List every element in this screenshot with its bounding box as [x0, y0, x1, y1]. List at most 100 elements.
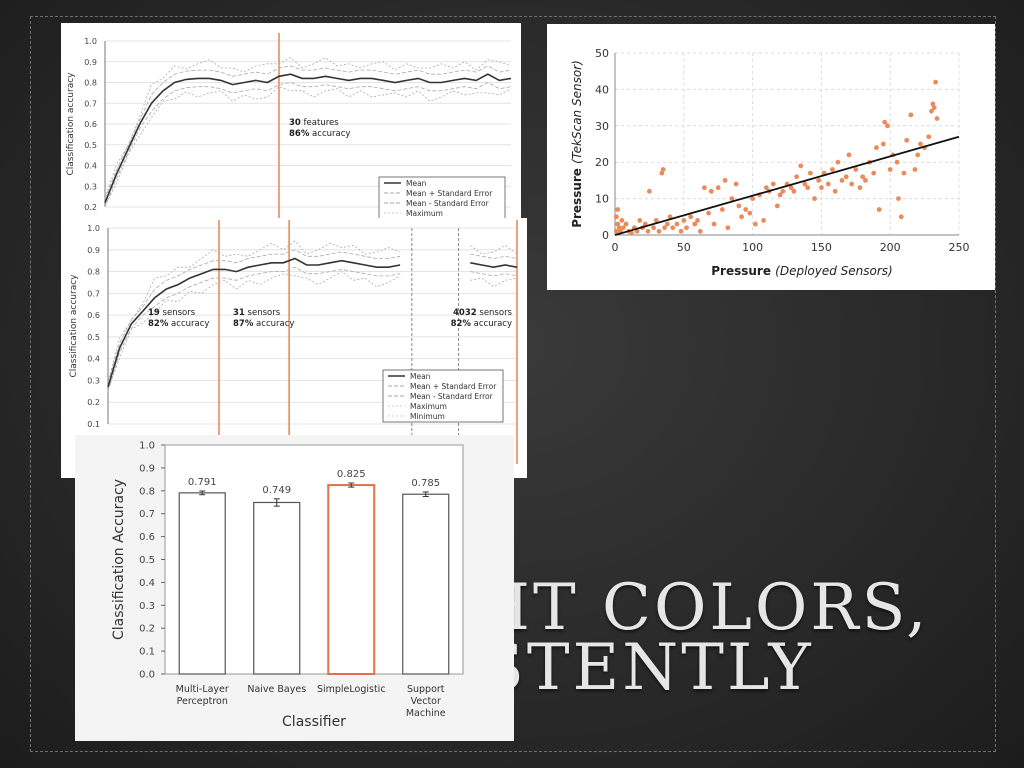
band-line	[104, 82, 512, 208]
data-point	[798, 163, 804, 169]
y-axis-label: Pressure (TekScan Sensor)	[570, 60, 584, 228]
legend-label: Minimum	[410, 412, 445, 421]
data-point	[805, 185, 811, 191]
data-point	[739, 214, 744, 220]
category-label: Multi-Layer	[176, 684, 229, 695]
bar	[253, 501, 301, 675]
annotation-line-1: 31 sensors	[233, 308, 281, 318]
annotation-word: sensors	[160, 308, 196, 318]
pressure-scatter-panel: 0 10 20 30 40 50 0 50 100 150 200 250 Pressure (Depl…	[547, 24, 995, 290]
data-point	[846, 152, 852, 158]
legend-label: Maximum	[406, 209, 443, 218]
data-point	[743, 207, 749, 212]
classifier-accuracy-chart: 1.0 0.9 0.8 0.7 0.6 0.5 0.4 0.3 0.2 0.1 0.0 0.791 Mu…	[111, 441, 464, 730]
data-point	[660, 167, 666, 172]
y-tick-label: 0.4	[87, 355, 100, 364]
y-tick-label: 0.6	[87, 311, 100, 320]
legend-label: Mean - Standard Error	[410, 392, 494, 401]
data-point	[788, 185, 794, 191]
y-tick-label: 20	[595, 156, 609, 169]
data-point	[736, 203, 742, 209]
band-line	[107, 240, 518, 382]
data-label: 0.785	[411, 478, 440, 489]
data-point	[725, 225, 731, 231]
data-point	[659, 170, 665, 176]
data-point	[825, 181, 831, 187]
annotation-line-2: 86% accuracy	[289, 129, 350, 139]
data-point	[912, 167, 918, 172]
y-axis-label: Classification accuracy	[69, 274, 79, 378]
x-axis-label: Classifier	[282, 714, 346, 730]
annotation-word: accuracy	[253, 319, 294, 329]
x-tick-label: 50	[677, 241, 691, 254]
y-tick-label: 0.4	[139, 578, 155, 589]
bar	[402, 493, 450, 675]
data-point	[711, 221, 717, 227]
annotation-line-1: 4032 sensors	[453, 308, 513, 318]
data-point	[616, 225, 622, 231]
category-label: Support	[407, 684, 445, 695]
x-axis-label-italic: (Deployed Sensors)	[775, 264, 893, 278]
y-tick-label: 0.6	[139, 532, 155, 543]
data-point	[615, 221, 621, 227]
data-point	[678, 228, 684, 234]
slide-title-line-2: STENTLY	[480, 631, 814, 705]
band-line	[104, 57, 512, 198]
data-point	[898, 214, 904, 220]
y-tick-label: 0.8	[87, 268, 100, 277]
data-label: 0.749	[262, 485, 291, 496]
band-line	[104, 86, 512, 207]
mean-line	[104, 73, 512, 204]
data-point	[780, 188, 786, 194]
x-tick-label: 200	[880, 241, 901, 254]
data-point	[816, 178, 822, 183]
annotation-word: accuracy	[309, 129, 350, 139]
x-tick-label: 250	[949, 241, 970, 254]
data-point	[832, 188, 838, 194]
legend-label: Mean + Standard Error	[406, 189, 493, 198]
data-point	[747, 210, 753, 216]
data-point	[853, 167, 859, 172]
annotation-word: accuracy	[168, 319, 209, 329]
y-tick-label: 0.3	[84, 182, 97, 191]
data-point	[794, 174, 800, 180]
y-tick-label: 0.8	[139, 486, 155, 497]
y-tick-label: 0.6	[84, 120, 97, 129]
data-point	[774, 203, 780, 209]
annotation-line-2: 82% accuracy	[148, 319, 209, 329]
legend-label: Mean - Standard Error	[406, 199, 490, 208]
data-point	[719, 207, 725, 212]
y-tick-label: 1.0	[139, 441, 155, 452]
y-tick-label: 0	[602, 229, 609, 242]
data-point	[715, 185, 721, 191]
data-point	[656, 228, 662, 234]
y-tick-label: 0.7	[87, 289, 100, 298]
data-point	[934, 116, 940, 121]
data-point	[664, 221, 670, 227]
x-axis-label-bold: Pressure	[711, 264, 775, 278]
data-point	[863, 178, 868, 183]
data-point	[695, 218, 700, 223]
y-axis-label-italic: (TekScan Sensor)	[570, 60, 584, 164]
data-point	[752, 221, 758, 227]
x-tick-label: 150	[811, 241, 832, 254]
y-tick-label: 30	[595, 120, 609, 133]
features-accuracy-chart: 1.0 0.9 0.8 0.7 0.6 0.5 0.4 0.3 0.2 Classificatio…	[66, 33, 512, 247]
data-point	[880, 141, 886, 147]
data-point	[915, 152, 921, 158]
category-label: Vector	[411, 696, 441, 707]
data-point	[681, 218, 687, 223]
data-point	[733, 181, 739, 187]
data-point	[629, 230, 634, 236]
data-point	[876, 207, 882, 212]
data-point	[637, 218, 643, 223]
data-point	[706, 210, 711, 216]
data-point	[802, 181, 808, 187]
y-tick-label: 0.2	[87, 398, 100, 407]
category-label: SimpleLogistic	[317, 684, 386, 695]
data-point	[615, 207, 621, 212]
data-point	[653, 218, 659, 223]
y-tick-label: 40	[595, 83, 609, 96]
data-point	[930, 101, 936, 107]
data-point	[702, 185, 707, 191]
